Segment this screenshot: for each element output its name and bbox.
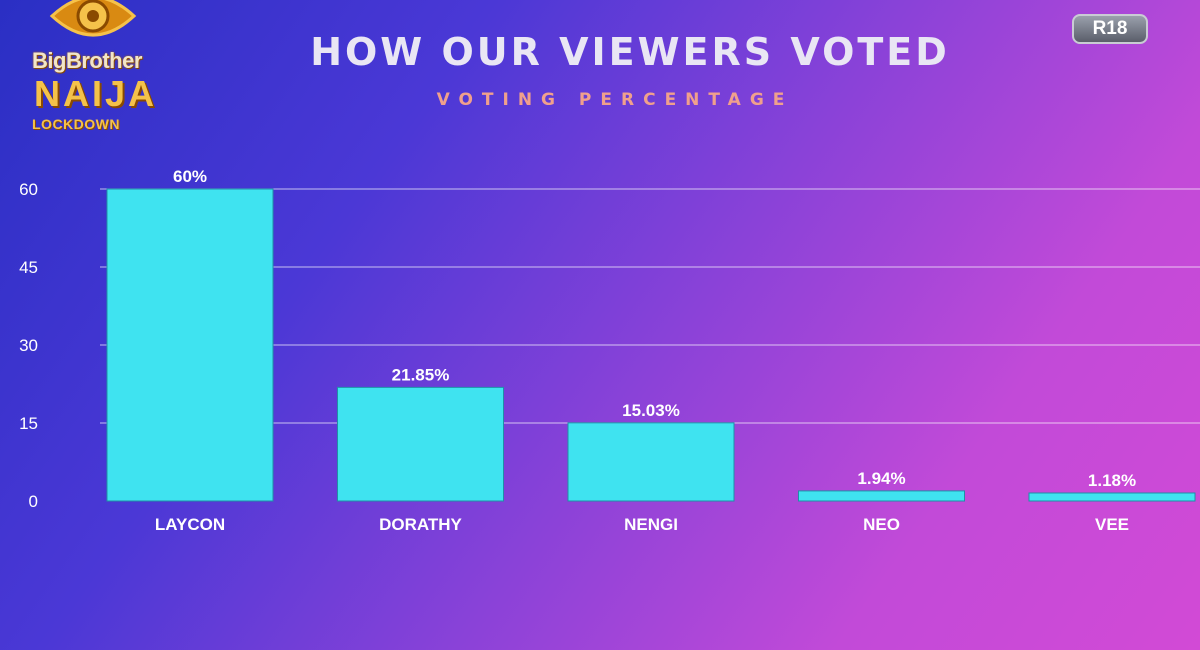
eye-icon <box>49 0 137 37</box>
data-label: 60% <box>173 167 207 186</box>
bar <box>798 490 965 502</box>
data-label: 15.03% <box>622 401 680 420</box>
data-label: 1.94% <box>857 469 905 488</box>
y-tick-label: 60 <box>19 180 38 199</box>
bar <box>1028 492 1196 502</box>
y-tick-label: 15 <box>19 414 38 433</box>
data-label: 1.18% <box>1088 471 1136 490</box>
x-tick-label: LAYCON <box>155 515 225 534</box>
logo-line-bigbrother: BigBrother <box>32 48 142 73</box>
chart-title: HOW OUR VIEWERS VOTED <box>310 30 950 74</box>
bar <box>106 188 274 502</box>
y-tick-label: 45 <box>19 258 38 277</box>
bar-chart: 0 15 30 45 60 60% LAYCON 21.85% DORATHY 15.03% NEN… <box>19 167 1200 534</box>
rating-badge: R18 <box>1072 14 1148 44</box>
big-brother-naija-logo: BigBrother NAIJA LOCKDOWN <box>18 0 168 140</box>
y-tick-label: 0 <box>29 492 38 511</box>
x-tick-label: VEE <box>1095 515 1129 534</box>
x-tick-label: DORATHY <box>379 515 462 534</box>
bar <box>567 422 735 502</box>
x-tick-label: NENGI <box>624 515 678 534</box>
logo-line-lockdown: LOCKDOWN <box>32 116 120 132</box>
data-label: 21.85% <box>392 365 450 384</box>
x-tick-label: NEO <box>863 515 900 534</box>
chart-subtitle: VOTING PERCENTAGE <box>436 90 794 110</box>
logo-line-naija: NAIJA <box>34 73 158 114</box>
bar <box>337 386 504 502</box>
y-tick-label: 30 <box>19 336 38 355</box>
